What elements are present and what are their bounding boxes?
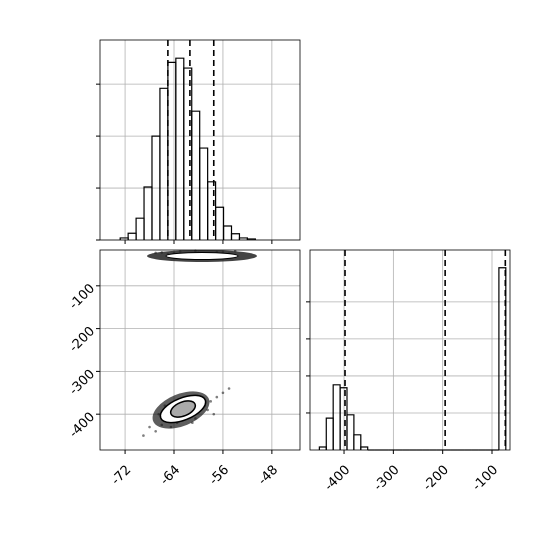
- x-tick-label: -48: [256, 463, 282, 489]
- x-tick-label: -56: [207, 463, 233, 489]
- y-tick-label: -400: [67, 410, 98, 441]
- histogram-bar: [498, 267, 507, 450]
- histogram-bar: [214, 206, 225, 240]
- histogram-bar: [325, 417, 334, 450]
- histogram-bar: [135, 217, 145, 240]
- histogram-bar: [230, 233, 241, 240]
- histogram-bar: [353, 434, 362, 450]
- contour-top-inner: [165, 252, 239, 260]
- y-tick-label: -300: [67, 367, 98, 398]
- scatter-point: [148, 425, 151, 429]
- histogram-bar: [246, 238, 256, 240]
- scatter-point: [142, 434, 145, 437]
- x-tick-label: -64: [158, 463, 184, 489]
- histogram-bar: [332, 384, 341, 450]
- axes-frame: [99, 39, 301, 241]
- histogram-bar: [222, 225, 233, 240]
- scatter-point: [227, 387, 231, 390]
- scatter-point: [215, 395, 219, 399]
- density-contours: [147, 250, 257, 429]
- histogram-bar: [143, 186, 153, 240]
- axes-frame: [309, 249, 511, 451]
- x-tick-label: -72: [109, 463, 135, 489]
- scatter-point: [209, 400, 213, 403]
- histogram-bar: [167, 61, 177, 240]
- histogram-bar: [339, 387, 348, 450]
- histogram-bar: [346, 414, 355, 450]
- scatter-point: [212, 412, 216, 416]
- histogram-bar: [318, 446, 327, 450]
- x-tick-label: -100: [470, 463, 501, 494]
- axes-frame: [99, 249, 301, 451]
- histogram-bar: [191, 110, 201, 240]
- scatter-point: [154, 430, 157, 433]
- histogram-bar: [199, 147, 209, 240]
- histogram-bar: [159, 87, 169, 240]
- x-tick-label: -200: [420, 463, 451, 494]
- histogram-bar: [360, 446, 369, 450]
- histogram-bar: [175, 57, 185, 240]
- scatter-point: [221, 391, 225, 395]
- y-tick-label: -200: [67, 324, 98, 355]
- contour-inner: [169, 400, 197, 418]
- x-tick-label: -400: [322, 463, 353, 494]
- x-tick-label: -300: [371, 463, 402, 494]
- y-tick-label: -100: [67, 281, 98, 312]
- histogram-bar: [127, 232, 137, 240]
